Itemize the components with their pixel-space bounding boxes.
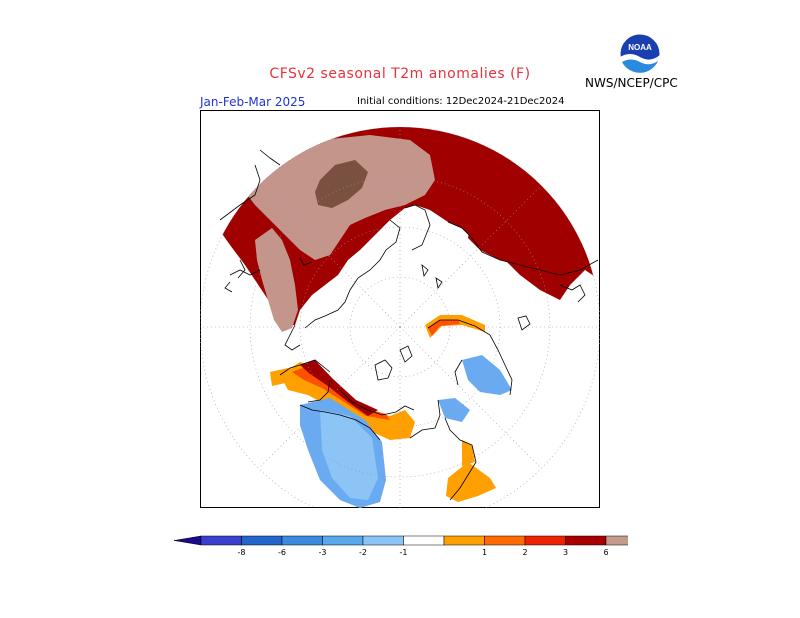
colorbar-tick-label: -1 [400,548,408,557]
colorbar-tick-label: -6 [278,548,286,557]
colorbar-tick-label: -8 [238,548,246,557]
colorbar-swatch [322,535,364,546]
colorbar-swatch [241,535,283,546]
colorbar-swatch [362,535,404,546]
anomaly-region-greenland-cold [462,355,512,395]
colorbar-swatch [484,535,526,546]
colorbar-tick-label: -2 [359,548,367,557]
colorbar-tick-label: 1 [482,548,487,557]
anomaly-region-siberia-extreme [315,160,368,208]
colorbar-swatch [200,535,242,546]
chart-title: CFSv2 seasonal T2m anomalies (F) [269,66,531,82]
colorbar-swatch [281,535,323,546]
colorbar-tick-label: 3 [563,548,568,557]
noaa-logo-icon: NOAA [619,33,661,75]
colorbar-swatch [565,535,607,546]
colorbar-tick-label: 6 [603,548,608,557]
forecast-period: Jan-Feb-Mar 2025 [200,95,306,109]
colorbar-swatch [403,535,445,546]
colorbar-arrow-low [174,535,202,546]
logo-text: NOAA [628,43,652,52]
colorbar-tick-label: 2 [522,548,527,557]
colorbar-swatch [605,535,628,546]
colorbar-swatch [524,535,566,546]
colorbar: -8-6-3-2-112368 [174,535,628,557]
coastlines [219,149,599,501]
colorbar-swatch [443,535,485,546]
initial-conditions: Initial conditions: 12Dec2024-21Dec2024 [357,96,565,107]
colorbar-tick-label: -3 [319,548,327,557]
anomaly-region-west-tan [255,228,298,332]
polar-map [200,110,600,508]
graticule [200,127,600,508]
anomaly-region-hudson-cold [438,398,470,422]
organization-label: NWS/NCEP/CPC [585,76,678,90]
anomaly-region-labrador-warm [446,462,496,502]
